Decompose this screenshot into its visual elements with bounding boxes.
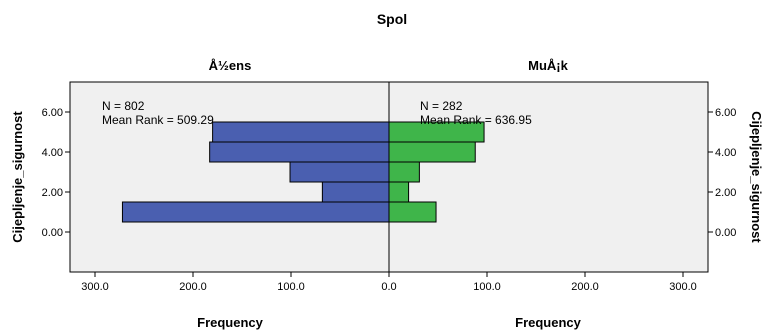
x-tick-label: 200.0 bbox=[179, 281, 207, 293]
chart-title: Spol bbox=[377, 11, 407, 27]
y-tick-label-left: 0.00 bbox=[42, 227, 63, 239]
y-tick-label-left: 2.00 bbox=[42, 187, 63, 199]
right-bar-3 bbox=[389, 162, 419, 182]
x-axis: 300.0 200.0 100.0 0.0 100.0 200.0 300.0 bbox=[81, 272, 697, 293]
left-bar-3 bbox=[290, 162, 389, 182]
right-bar-4 bbox=[389, 142, 475, 162]
y-axis-right: 0.00 2.00 4.00 6.00 bbox=[708, 107, 736, 239]
right-n-label: N = 282 bbox=[420, 99, 463, 113]
y-tick-label-left: 6.00 bbox=[42, 107, 63, 119]
left-panel-title: Å½ens bbox=[209, 58, 252, 73]
left-mean-rank-label: Mean Rank = 509.29 bbox=[102, 113, 214, 127]
x-tick-label: 100.0 bbox=[277, 281, 305, 293]
right-bar-1 bbox=[389, 202, 436, 222]
x-tick-label: 200.0 bbox=[571, 281, 599, 293]
left-x-axis-title: Frequency bbox=[197, 315, 264, 330]
right-bar-2 bbox=[389, 182, 409, 202]
x-tick-label: 100.0 bbox=[473, 281, 501, 293]
left-n-label: N = 802 bbox=[102, 99, 145, 113]
y-tick-label-right: 6.00 bbox=[715, 107, 736, 119]
left-bar-4 bbox=[210, 142, 389, 162]
y-tick-label-right: 4.00 bbox=[715, 147, 736, 159]
x-tick-label: 300.0 bbox=[669, 281, 697, 293]
y-axis-title-left: Cijepljenje_sigurnost bbox=[10, 111, 25, 243]
left-bar-2 bbox=[322, 182, 389, 202]
left-bar-5 bbox=[213, 122, 389, 142]
y-tick-label-left: 4.00 bbox=[42, 147, 63, 159]
x-tick-label: 300.0 bbox=[81, 281, 109, 293]
y-tick-label-right: 2.00 bbox=[715, 187, 736, 199]
x-tick-label: 0.0 bbox=[381, 281, 396, 293]
right-panel-title: MuÅ¡k bbox=[528, 58, 568, 73]
left-bar-1 bbox=[122, 202, 389, 222]
y-tick-label-right: 0.00 bbox=[715, 227, 736, 239]
right-mean-rank-label: Mean Rank = 636.95 bbox=[420, 113, 532, 127]
y-axis-left: 0.00 2.00 4.00 6.00 bbox=[42, 107, 70, 239]
y-axis-title-right: Cijepljenje_sigurnost bbox=[749, 111, 763, 243]
right-x-axis-title: Frequency bbox=[515, 315, 582, 330]
